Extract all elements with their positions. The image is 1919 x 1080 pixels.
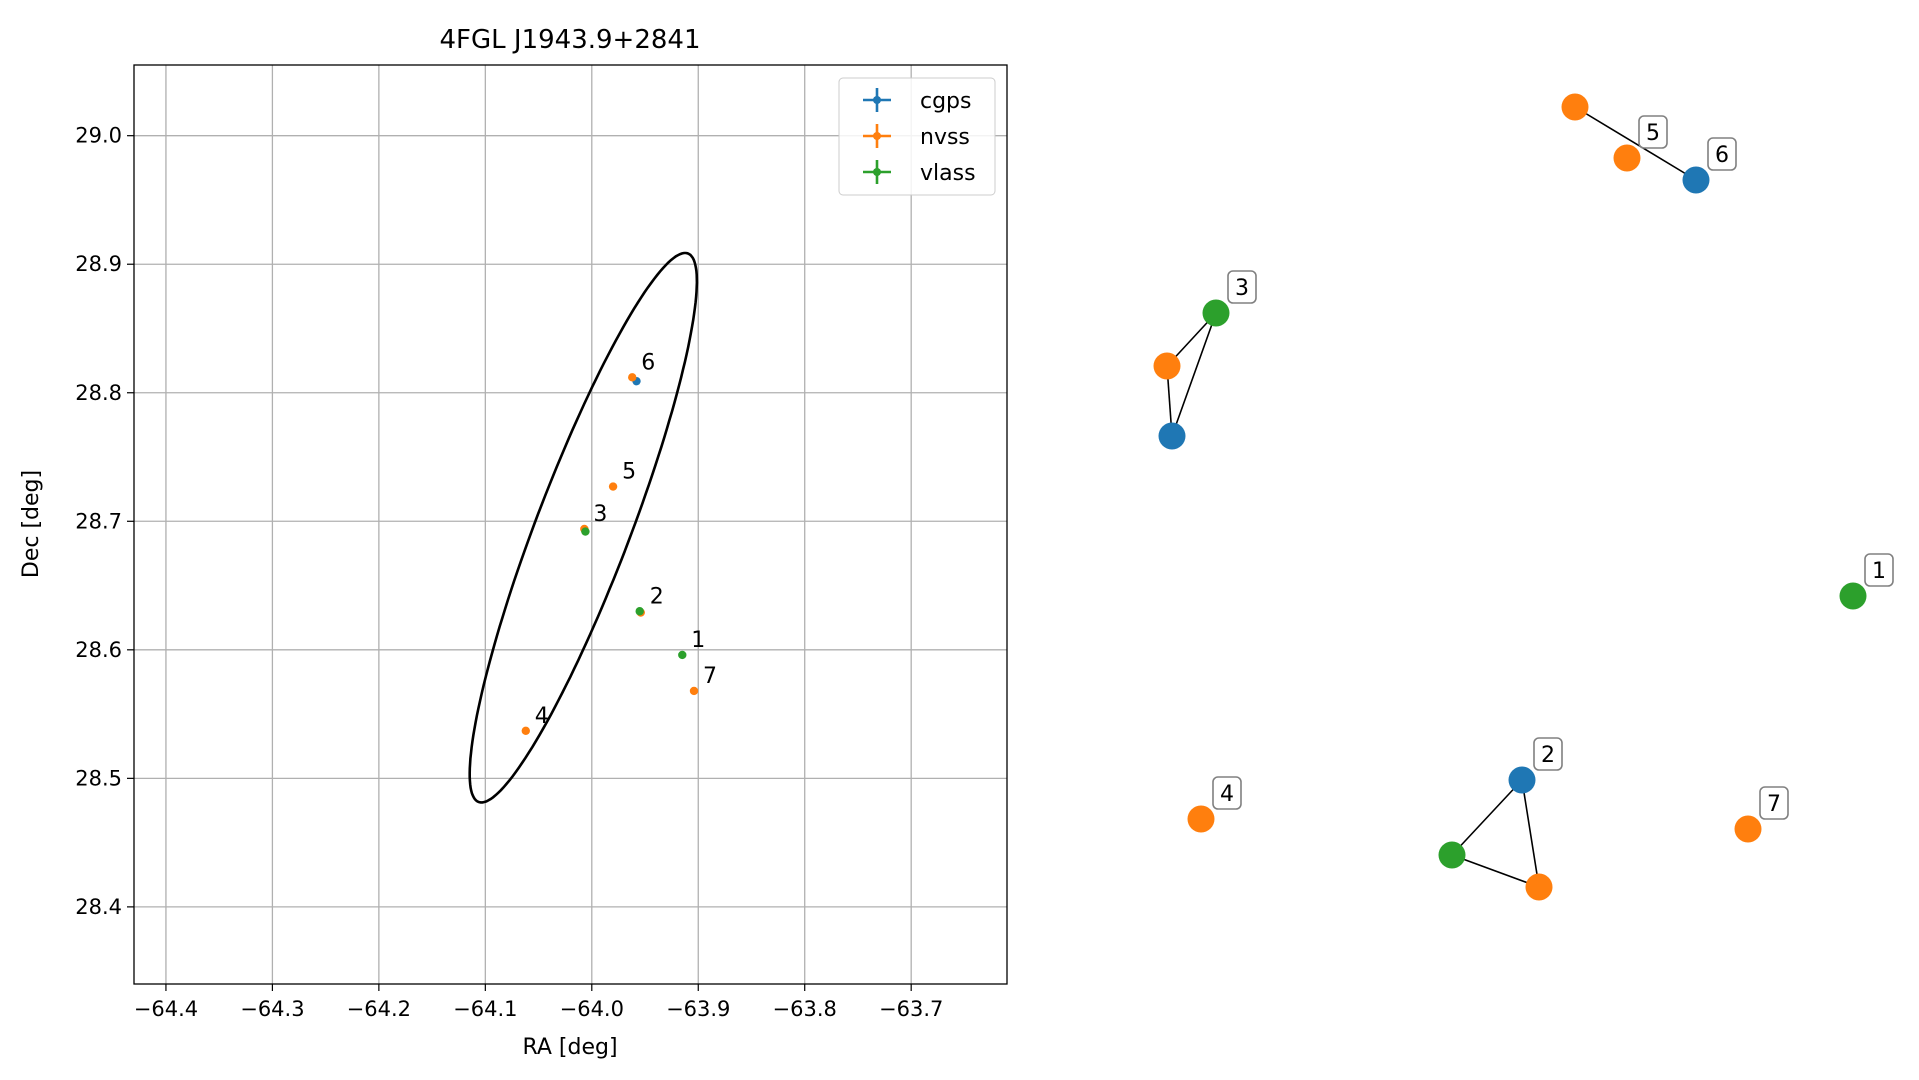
x-tick-label: −64.1 xyxy=(453,997,517,1021)
node-label-text: 6 xyxy=(1715,143,1729,168)
x-tick-label: −63.7 xyxy=(879,997,943,1021)
network-node-label: 7 xyxy=(1759,786,1789,820)
node-label-text: 2 xyxy=(1541,743,1555,768)
x-axis-label: RA [deg] xyxy=(522,1035,617,1060)
node-label-text: 4 xyxy=(1220,782,1234,807)
network-node-label: 1 xyxy=(1864,553,1894,587)
network-node-nvss xyxy=(1187,805,1215,833)
x-tick-label: −64.0 xyxy=(560,997,624,1021)
network-node-nvss xyxy=(1613,144,1641,172)
node-label-text: 3 xyxy=(1235,276,1249,301)
nvss-point xyxy=(608,482,618,491)
network-node-cgps xyxy=(1682,166,1710,194)
network-node-nvss xyxy=(1153,352,1181,380)
y-tick-label: 28.4 xyxy=(75,895,122,919)
nvss-point xyxy=(689,686,699,696)
legend-label-vlass: vlass xyxy=(920,161,976,186)
legend-marker-cgps-dot xyxy=(873,96,881,104)
x-tick-label: −64.4 xyxy=(134,997,198,1021)
y-tick-label: 28.6 xyxy=(75,638,122,662)
node-label-box xyxy=(1864,553,1894,587)
network-node-nvss xyxy=(1561,93,1589,121)
network-node-vlass xyxy=(1839,582,1867,610)
network-node-vlass xyxy=(1438,841,1466,869)
legend-label-cgps: cgps xyxy=(920,89,972,114)
point-annotation: 6 xyxy=(641,350,655,375)
point-annotation: 2 xyxy=(650,584,664,609)
network-node-cgps xyxy=(1158,422,1186,450)
network-node-label: 6 xyxy=(1707,137,1737,171)
vlass-point xyxy=(581,527,590,536)
x-tick-label: −63.9 xyxy=(666,997,730,1021)
vlass-point xyxy=(678,650,687,660)
y-tick-label: 28.5 xyxy=(75,766,122,790)
grid xyxy=(134,65,1007,984)
x-tick-label: −63.8 xyxy=(773,997,837,1021)
legend: cgps nvss vlass xyxy=(838,77,996,196)
node-labels-layer: 6 5 3 1 4 2 7 xyxy=(1212,115,1894,820)
point-annotation: 4 xyxy=(535,704,549,729)
network-node-label: 4 xyxy=(1212,776,1242,810)
y-ticks: 28.4 28.5 28.6 28.7 28.8 28.9 29.0 xyxy=(75,124,134,919)
vlass-point xyxy=(635,607,644,616)
node-label-text: 5 xyxy=(1646,121,1660,146)
x-ticks: −64.4 −64.3 −64.2 −64.1 −64.0 −63.9 −63.8 −63.7 xyxy=(134,984,943,1021)
nodes-layer xyxy=(1153,93,1867,901)
node-label-text: 7 xyxy=(1767,792,1781,817)
node-label-box xyxy=(1533,737,1563,771)
nvss-point xyxy=(521,726,530,735)
plot-frame xyxy=(133,64,1008,985)
node-label-box xyxy=(1227,270,1257,304)
legend-label-nvss: nvss xyxy=(920,125,970,150)
network-node-nvss xyxy=(1525,873,1553,901)
y-axis-label: Dec [deg] xyxy=(19,470,44,578)
y-tick-label: 28.8 xyxy=(75,381,122,405)
network-node-label: 2 xyxy=(1533,737,1563,771)
point-annotation: 5 xyxy=(622,460,636,485)
network-node-vlass xyxy=(1202,299,1230,327)
point-annotation: 7 xyxy=(703,664,717,689)
chart-title: 4FGL J1943.9+2841 xyxy=(440,25,701,55)
nvss-point xyxy=(628,373,637,382)
y-tick-label: 29.0 xyxy=(75,124,122,148)
node-label-box xyxy=(1212,776,1242,810)
y-tick-label: 28.7 xyxy=(75,509,122,533)
error-ellipse xyxy=(468,251,699,804)
x-tick-label: −64.3 xyxy=(240,997,304,1021)
node-label-box xyxy=(1707,137,1737,171)
network-edge xyxy=(1171,312,1217,437)
network-edge xyxy=(1574,106,1697,181)
network-node-label: 5 xyxy=(1638,115,1668,149)
point-annotation: 3 xyxy=(593,502,607,527)
error-ellipse-layer xyxy=(468,251,699,804)
point-annotation: 1 xyxy=(691,628,705,653)
points-layer xyxy=(521,373,699,735)
network-edge xyxy=(1521,779,1540,888)
legend-marker-nvss-dot xyxy=(873,132,881,140)
network-panel: 6 5 3 1 4 2 7 xyxy=(1153,93,1894,901)
network-node-cgps xyxy=(1508,766,1536,794)
network-edge xyxy=(1451,854,1540,888)
legend-marker-vlass-dot xyxy=(873,168,881,176)
network-node-nvss xyxy=(1734,815,1762,843)
y-tick-label: 28.9 xyxy=(75,252,122,276)
network-edge xyxy=(1451,779,1523,856)
node-label-box xyxy=(1759,786,1789,820)
x-tick-label: −64.2 xyxy=(347,997,411,1021)
node-label-text: 1 xyxy=(1872,559,1886,584)
node-label-box xyxy=(1638,115,1668,149)
annotations-layer: 6 53 2 1 7 4 xyxy=(535,350,717,728)
network-node-label: 3 xyxy=(1227,270,1257,304)
